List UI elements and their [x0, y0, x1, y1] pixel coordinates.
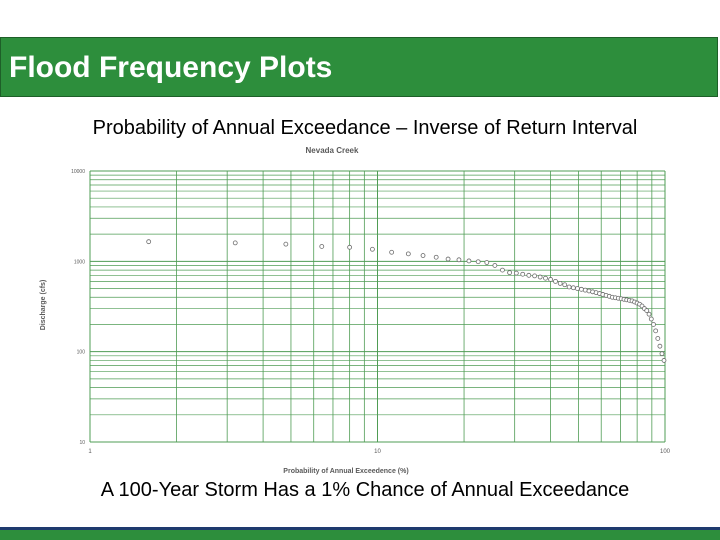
data-point	[579, 286, 584, 292]
x-tick-label: 100	[660, 449, 671, 455]
title-bar: Flood Frequency Plots	[0, 37, 718, 97]
data-point	[283, 241, 289, 247]
data-point	[475, 259, 481, 265]
data-point	[562, 282, 568, 288]
slide-title: Flood Frequency Plots	[9, 51, 333, 84]
data-point	[507, 270, 512, 276]
y-tick-label: 10000	[71, 169, 85, 175]
data-point	[520, 271, 526, 277]
data-point	[657, 343, 663, 349]
data-point	[661, 358, 667, 363]
slide-subtitle: Probability of Annual Exceedance – Inver…	[92, 117, 638, 139]
data-point	[389, 249, 395, 255]
data-point	[484, 260, 490, 265]
data-point	[648, 316, 654, 322]
data-point	[570, 285, 576, 291]
data-point	[370, 246, 375, 252]
data-point	[405, 251, 411, 257]
bottom-bar	[0, 527, 720, 540]
data-point	[466, 258, 472, 264]
data-point	[659, 351, 665, 357]
data-point	[232, 240, 238, 246]
data-point	[575, 286, 580, 291]
data-point	[420, 253, 426, 258]
data-point	[644, 308, 650, 313]
data-point	[655, 336, 661, 341]
data-point	[557, 280, 563, 286]
y-tick-label: 10	[79, 440, 85, 446]
data-point	[553, 278, 558, 284]
data-point	[513, 270, 519, 276]
data-point	[646, 311, 652, 317]
data-point	[566, 284, 572, 290]
data-point	[537, 274, 543, 280]
x-axis-label: Probability of Annual Exceedence (%)	[283, 468, 408, 475]
chart-grid	[89, 170, 666, 443]
y-tick-label: 1000	[74, 259, 85, 265]
data-point	[433, 254, 439, 260]
data-point	[456, 257, 462, 263]
data-point	[500, 267, 505, 273]
x-tick-label: 10	[374, 449, 381, 455]
data-point	[532, 273, 538, 279]
slide-caption: A 100-Year Storm Has a 1% Chance of Annu…	[100, 479, 630, 501]
data-point	[347, 244, 353, 250]
data-point	[653, 328, 659, 334]
data-point	[319, 244, 325, 249]
data-point	[492, 263, 498, 268]
data-point	[543, 275, 548, 281]
y-tick-label: 100	[77, 350, 86, 356]
chart-title: Nevada Creek	[306, 146, 359, 155]
data-point	[651, 322, 656, 327]
data-point	[146, 239, 152, 245]
data-point	[445, 256, 451, 262]
data-point	[548, 277, 553, 282]
data-point	[526, 272, 532, 278]
y-axis-label: Discharge (cfs)	[40, 280, 47, 331]
chart-points	[146, 239, 667, 363]
x-tick-label: 1	[88, 449, 92, 455]
